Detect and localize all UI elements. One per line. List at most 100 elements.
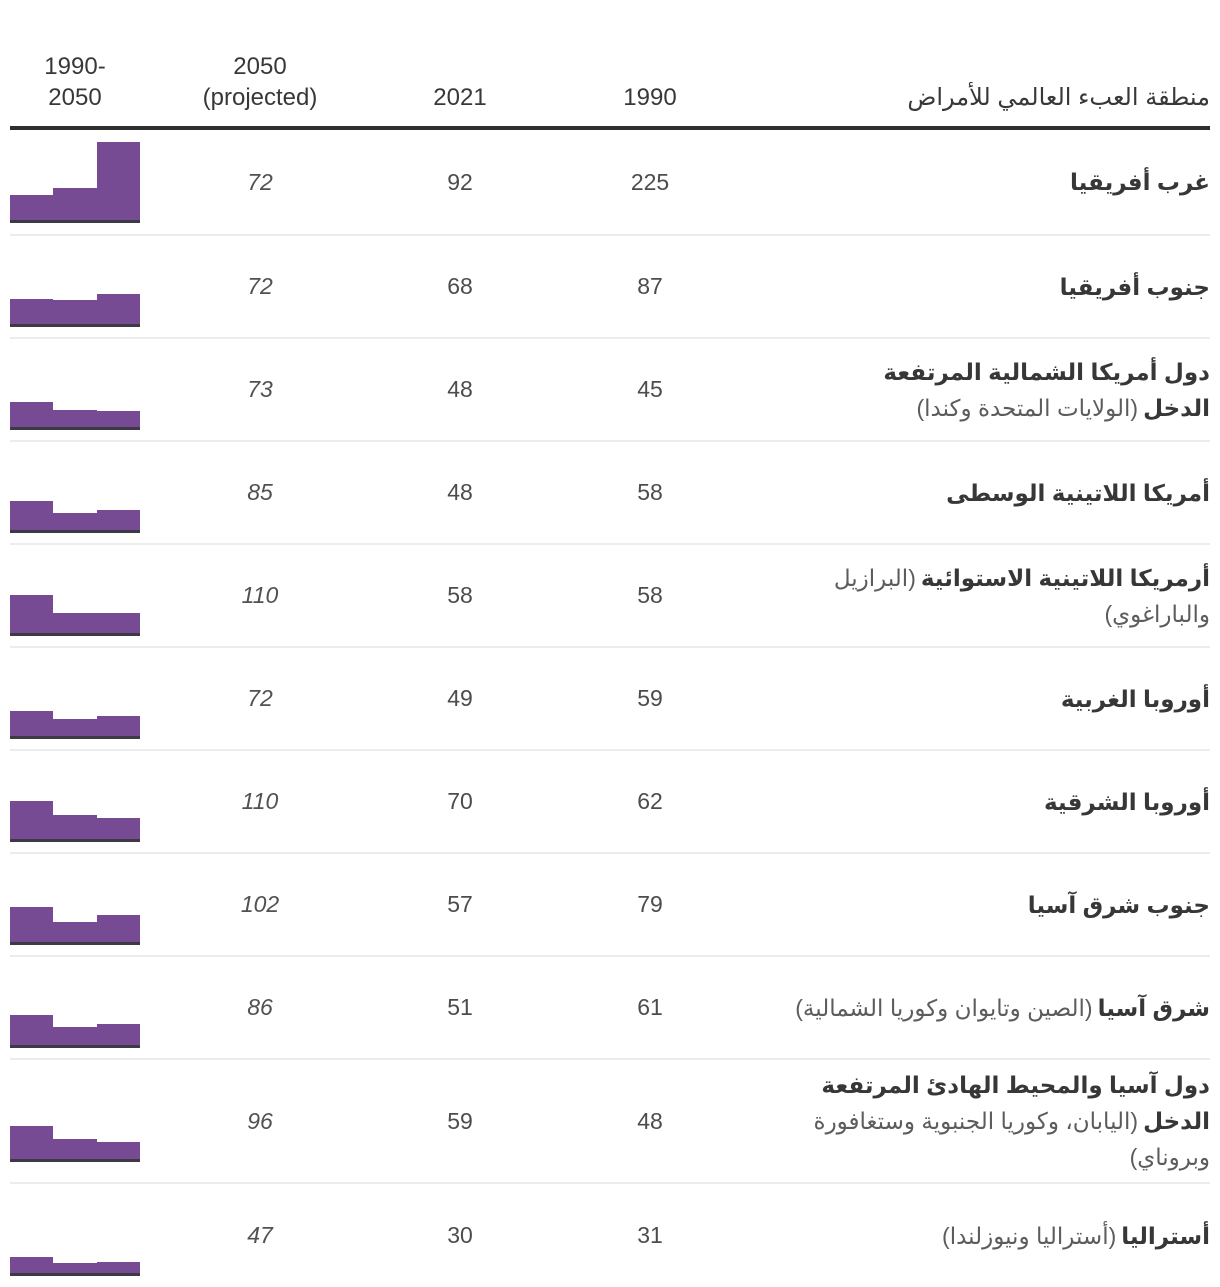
trend-sparkline (10, 1081, 140, 1162)
sparkline-wrap (10, 761, 140, 842)
value-1990: 31 (637, 1222, 663, 1248)
value-2050-projected: 72 (247, 168, 273, 195)
value-1990: 45 (637, 376, 663, 402)
region-name: دول أمريكا الشمالية المرتفعة الدخل (883, 358, 1210, 421)
header-trend-line1: 1990- (44, 53, 106, 80)
region-name-detail: (الولايات المتحدة وكندا) (916, 394, 1139, 421)
value-1990: 225 (630, 168, 670, 195)
region-label: جنوب أفريقيا (760, 269, 1210, 305)
trend-sparkline (10, 349, 140, 430)
table-row: 102 57 79 جنوب شرق آسيا (10, 854, 1210, 957)
header-trend-column: 1990- 2050 (10, 51, 140, 113)
value-2050-projected: 102 (240, 891, 280, 917)
table-row: 96 59 48 دول آسيا والمحيط الهادئ المرتفع… (10, 1060, 1210, 1184)
region-name: جنوب أفريقيا (1059, 273, 1210, 300)
spark-bar-1990 (96, 613, 140, 633)
spark-bar-1990 (96, 716, 140, 736)
sparkline-wrap (10, 1195, 140, 1276)
value-2050-projected: 110 (241, 582, 279, 608)
spark-bar-2050 (10, 801, 54, 839)
table-row: 72 49 59 أوروبا الغربية (10, 648, 1210, 751)
value-2021: 30 (447, 1222, 473, 1248)
region-label: غرب أفريقيا (760, 164, 1210, 200)
spark-bar-2021 (53, 719, 97, 736)
spark-bar-1990 (96, 141, 140, 220)
value-2021: 48 (447, 479, 473, 505)
sparkline-baseline (10, 530, 140, 533)
value-1990: 87 (637, 273, 663, 299)
spark-bar-2050 (10, 299, 54, 324)
sparkline-bars (10, 452, 140, 530)
value-2050-projected: 73 (247, 376, 273, 402)
region-name: أستراليا (1121, 1222, 1210, 1249)
sparkline-bars (10, 141, 140, 220)
sparkline-baseline (10, 1158, 140, 1162)
spark-bar-2021 (53, 300, 97, 324)
region-name: دول آسيا والمحيط الهادئ المرتفعة الدخل (821, 1072, 1210, 1134)
region-name-detail: (البرازيل والباراغوي) (833, 564, 1210, 627)
spark-bar-2050 (10, 1125, 54, 1159)
region-label: أرمريكا اللاتينية الاستوائية(البرازيل وا… (760, 560, 1210, 632)
region-name: جنوب شرق آسيا (1027, 891, 1210, 918)
sparkline-wrap (10, 1081, 140, 1162)
trend-sparkline (10, 452, 140, 533)
header-trend-line2: 2050 (48, 84, 102, 111)
value-2021: 70 (447, 788, 473, 814)
spark-bar-1990 (96, 915, 140, 942)
value-2021: 58 (447, 582, 473, 608)
value-2050-projected: 110 (241, 788, 279, 814)
region-name: أمريكا اللاتينية الوسطى (946, 479, 1210, 506)
region-label: دول آسيا والمحيط الهادئ المرتفعة الدخل(ا… (760, 1067, 1210, 1175)
table-row: 47 30 31 أستراليا(أستراليا ونيوزلندا) (10, 1184, 1210, 1287)
table-row: 110 70 62 أوروبا الشرقية (10, 751, 1210, 854)
spark-bar-2050 (10, 194, 54, 220)
sparkline-wrap (10, 141, 140, 223)
spark-bar-2050 (10, 595, 54, 633)
header-region-column: منطقة العبء العالمي للأمراض (907, 84, 1210, 111)
sparkline-bars (10, 864, 140, 942)
sparkline-baseline (10, 942, 140, 945)
region-name: أرمريكا اللاتينية الاستوائية (920, 564, 1210, 591)
value-2050-projected: 86 (247, 994, 273, 1020)
value-2021: 59 (447, 1107, 473, 1134)
spark-bar-2050 (10, 711, 54, 736)
sparkline-bars (10, 555, 140, 633)
sparkline-bars (10, 1081, 140, 1159)
region-label: أستراليا(أستراليا ونيوزلندا) (760, 1218, 1210, 1254)
table-row: 110 58 58 أرمريكا اللاتينية الاستوائية(ا… (10, 545, 1210, 648)
value-1990: 59 (637, 685, 663, 711)
spark-bar-1990 (96, 1141, 140, 1159)
trend-sparkline (10, 761, 140, 842)
sparkline-bars (10, 761, 140, 839)
spark-bar-2021 (53, 815, 97, 839)
region-name: أوروبا الشرقية (1043, 788, 1210, 815)
sparkline-wrap (10, 658, 140, 739)
value-2050-projected: 85 (247, 479, 273, 505)
sparkline-bars (10, 349, 140, 427)
table-row: 86 51 61 شرق آسيا(الصين وتايوان وكوريا ا… (10, 957, 1210, 1060)
sparkline-bars (10, 967, 140, 1045)
region-label: أوروبا الشرقية (760, 784, 1210, 820)
sparkline-wrap (10, 452, 140, 533)
region-name: أوروبا الغربية (1060, 685, 1210, 712)
spark-bar-2021 (53, 922, 97, 942)
region-label: شرق آسيا(الصين وتايوان وكوريا الشمالية) (760, 990, 1210, 1026)
sparkline-wrap (10, 967, 140, 1048)
region-name-detail: (الصين وتايوان وكوريا الشمالية) (795, 994, 1093, 1021)
region-label: أمريكا اللاتينية الوسطى (760, 475, 1210, 511)
spark-bar-2050 (10, 501, 54, 530)
table-row: 72 92 225 غرب أفريقيا (10, 130, 1210, 236)
sparkline-wrap (10, 864, 140, 945)
spark-bar-2021 (53, 513, 97, 530)
spark-bar-1990 (96, 411, 140, 427)
spark-bar-2021 (53, 410, 97, 427)
spark-bar-2021 (53, 1027, 97, 1045)
table-row: 73 48 45 دول أمريكا الشمالية المرتفعة ال… (10, 339, 1210, 442)
trend-sparkline (10, 246, 140, 327)
value-2021: 68 (447, 273, 473, 299)
header-2050-column: 2050 (projected) (140, 51, 380, 113)
sparkline-baseline (10, 324, 140, 327)
value-1990: 62 (637, 788, 663, 814)
table-row: 85 48 58 أمريكا اللاتينية الوسطى (10, 442, 1210, 545)
